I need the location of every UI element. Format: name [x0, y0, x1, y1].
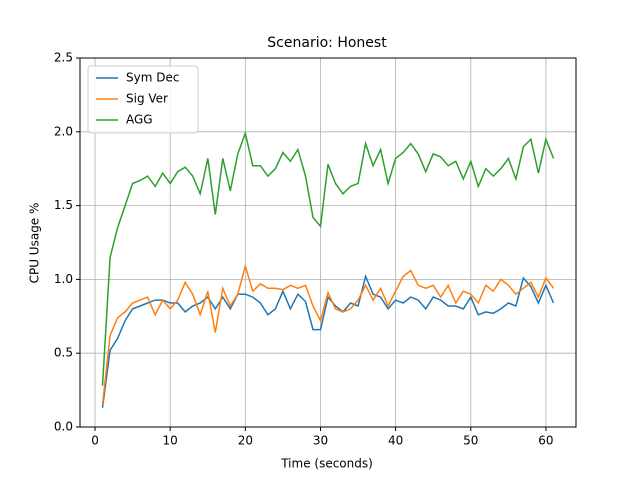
y-tick-label: 2.5	[54, 51, 73, 65]
x-tick-label: 10	[163, 434, 178, 448]
series-line	[101, 130, 555, 386]
y-axis-label: CPU Usage %	[28, 203, 42, 284]
x-tick-label: 60	[538, 434, 553, 448]
legend-label: Sig Ver	[126, 92, 168, 106]
legend-box	[87, 65, 199, 134]
plot-frame	[79, 57, 577, 428]
chart-title: Scenario: Honest	[267, 35, 387, 51]
x-tick-label: 20	[238, 434, 253, 448]
y-tick-label: 2.0	[54, 124, 73, 138]
y-tick-label: 1.5	[54, 198, 73, 212]
y-tick-label: 0.0	[54, 420, 73, 434]
series-line	[101, 274, 555, 408]
series-line	[101, 263, 555, 405]
y-tick-label: 0.5	[54, 346, 73, 360]
x-tick-label: 0	[91, 434, 99, 448]
legend-label: Sym Dec	[126, 71, 179, 85]
x-tick-label: 40	[388, 434, 403, 448]
x-tick-label: 50	[463, 434, 478, 448]
x-tick-label: 30	[313, 434, 328, 448]
y-tick-label: 1.0	[54, 272, 73, 286]
legend-label: AGG	[126, 113, 153, 127]
x-axis-label: Time (seconds)	[280, 457, 373, 471]
